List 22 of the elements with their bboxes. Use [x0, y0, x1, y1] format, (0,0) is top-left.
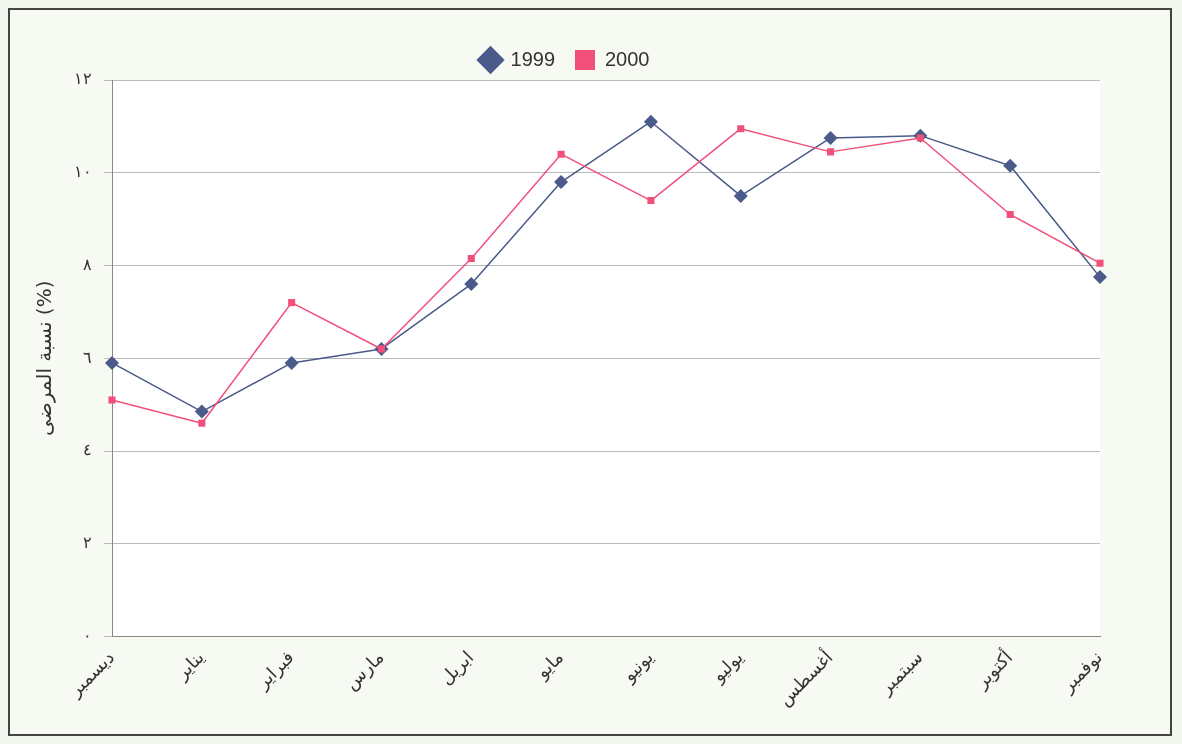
- y-axis-title: نسبة المرضى (%): [32, 280, 57, 436]
- x-tick-label: مايو: [530, 646, 568, 684]
- y-tick-label: ١٠: [74, 163, 92, 181]
- y-tick-label: ٤: [83, 441, 92, 459]
- x-tick-label: يوليو: [706, 646, 748, 688]
- legend-label: 1999: [510, 47, 556, 70]
- x-tick-label: يونيو: [617, 646, 658, 687]
- x-tick-label: أغسطس: [772, 645, 837, 710]
- x-tick-label: ابريل: [435, 646, 479, 690]
- x-tick-label: مارس: [340, 646, 388, 694]
- y-tick-label: ٢: [83, 534, 92, 552]
- y-tick-label: ٠: [83, 626, 92, 644]
- x-tick-label: يناير: [170, 646, 209, 685]
- x-tick-label: ديسمبر: [63, 646, 119, 702]
- y-tick-label: ٦: [83, 348, 92, 366]
- x-tick-label: سبتمبر: [874, 646, 928, 700]
- x-tick-label: نوفمبر: [1056, 646, 1107, 698]
- legend-label: 2000: [605, 47, 650, 70]
- x-tick-label: فبراير: [251, 646, 299, 694]
- x-tick-label: أكتوبر: [969, 645, 1018, 694]
- y-tick-label: ١٢: [74, 70, 92, 88]
- y-tick-label: ٨: [83, 255, 92, 273]
